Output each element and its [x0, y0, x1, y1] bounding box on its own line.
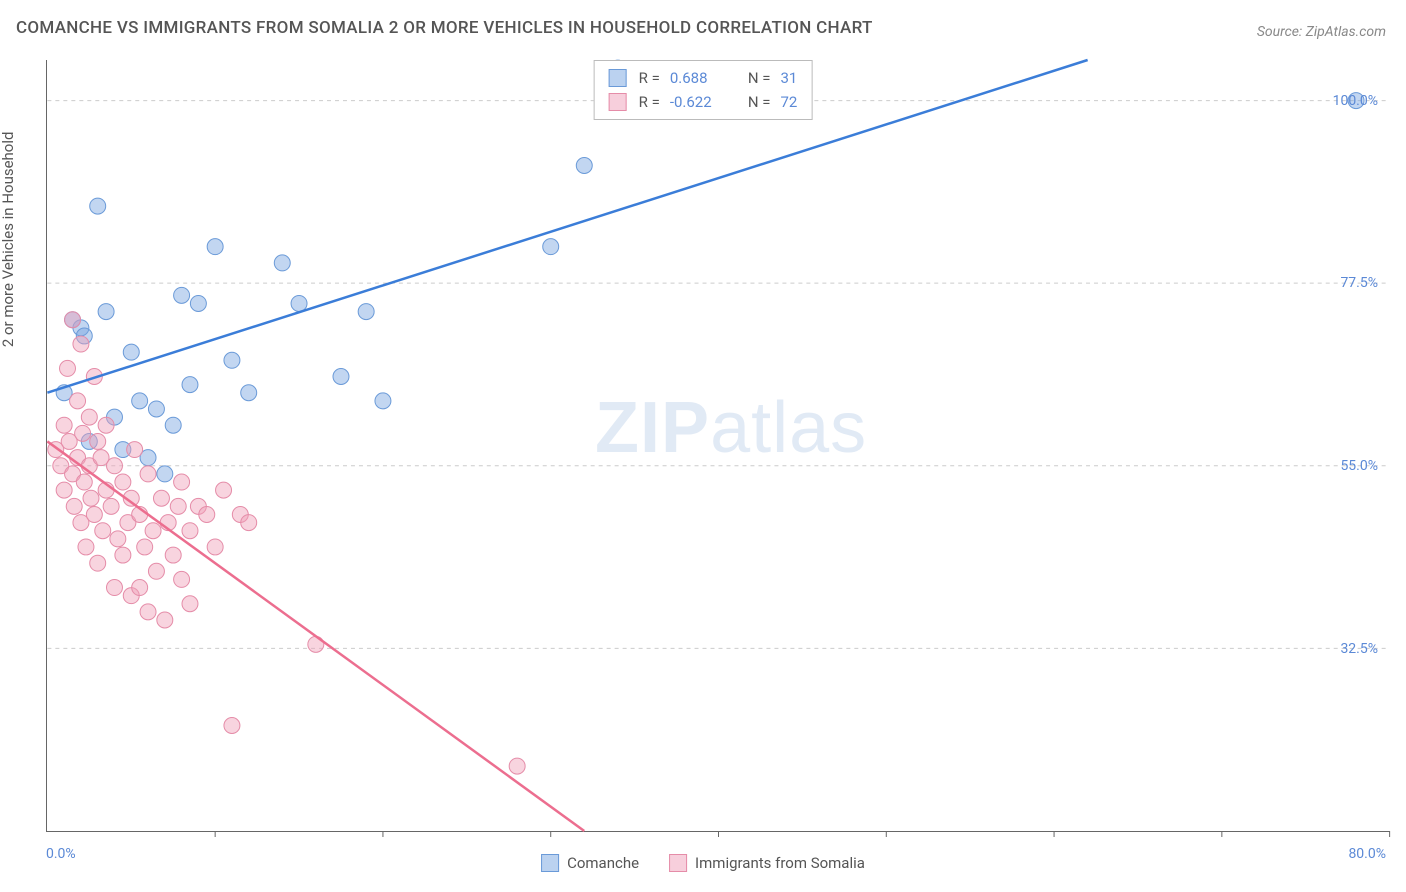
r-value-comanche: 0.688 — [670, 66, 730, 90]
legend-label-somalia: Immigrants from Somalia — [695, 854, 865, 872]
n-value-somalia: 72 — [780, 90, 797, 114]
correlation-legend: R = 0.688 N = 31 R = -0.622 N = 72 — [594, 60, 813, 120]
swatch-pink-icon — [669, 854, 687, 872]
legend-item-comanche: Comanche — [541, 854, 639, 872]
y-axis-label: 2 or more Vehicles in Household — [0, 132, 17, 348]
y-tick-label: 32.5% — [1340, 641, 1378, 657]
scatter-plot-svg — [47, 60, 1390, 831]
legend-row-comanche: R = 0.688 N = 31 — [609, 66, 798, 90]
source-attribution: Source: ZipAtlas.com — [1257, 24, 1386, 40]
page-title: COMANCHE VS IMMIGRANTS FROM SOMALIA 2 OR… — [16, 18, 873, 38]
r-label: R = — [639, 66, 660, 90]
x-axis-min-label: 0.0% — [46, 846, 76, 862]
n-label: N = — [748, 90, 771, 114]
swatch-pink-icon — [609, 93, 627, 111]
swatch-blue-icon — [609, 69, 627, 87]
legend-item-somalia: Immigrants from Somalia — [669, 854, 865, 872]
swatch-blue-icon — [541, 854, 559, 872]
series-legend: Comanche Immigrants from Somalia — [541, 854, 865, 872]
x-axis-max-label: 80.0% — [1348, 846, 1386, 862]
legend-label-comanche: Comanche — [567, 854, 639, 872]
chart-container: COMANCHE VS IMMIGRANTS FROM SOMALIA 2 OR… — [0, 0, 1406, 892]
n-label: N = — [748, 66, 771, 90]
n-value-comanche: 31 — [780, 66, 797, 90]
y-tick-label: 55.0% — [1340, 458, 1378, 474]
r-label: R = — [639, 90, 660, 114]
y-tick-label: 77.5% — [1340, 275, 1378, 291]
legend-row-somalia: R = -0.622 N = 72 — [609, 90, 798, 114]
y-tick-label: 100.0% — [1333, 93, 1378, 109]
r-value-somalia: -0.622 — [670, 90, 730, 114]
plot-area — [46, 60, 1390, 832]
